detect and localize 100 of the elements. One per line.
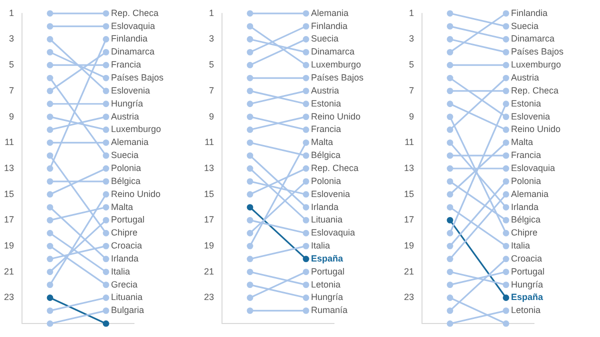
- point: [302, 74, 310, 82]
- series-label: Eslovaquia: [111, 20, 156, 31]
- series-label: Luxemburgo: [511, 60, 562, 70]
- point: [102, 242, 110, 250]
- series-label: Malta: [311, 137, 334, 148]
- point: [502, 114, 510, 120]
- point: [46, 100, 54, 108]
- point: [102, 165, 110, 172]
- series-label: Letonia: [311, 279, 341, 290]
- series-label: Francia: [111, 60, 142, 70]
- point: [446, 100, 454, 108]
- point: [502, 139, 510, 146]
- series-label: Grecia: [111, 279, 138, 290]
- point: [246, 23, 254, 30]
- series-label: Finlandia: [311, 20, 348, 31]
- y-tick-label: 15: [4, 188, 14, 199]
- point: [46, 178, 54, 185]
- point: [46, 242, 54, 250]
- point: [502, 100, 510, 108]
- point: [502, 48, 510, 56]
- y-tick-label: 17: [4, 214, 14, 225]
- point: [446, 152, 454, 159]
- y-tick-label: 17: [404, 214, 414, 225]
- point: [446, 165, 454, 172]
- series-label: Dinamarca: [111, 46, 155, 57]
- point: [502, 152, 510, 159]
- y-tick-label: 11: [4, 137, 14, 148]
- series-label: Eslovenia: [311, 188, 350, 199]
- point: [302, 268, 310, 276]
- point: [446, 282, 454, 288]
- point: [246, 88, 254, 94]
- point: [102, 320, 110, 327]
- point: [302, 114, 310, 120]
- point: [446, 114, 454, 120]
- point: [102, 114, 110, 120]
- series-label: Chipre: [511, 228, 538, 238]
- y-tick-label: 7: [208, 85, 214, 96]
- point: [502, 320, 510, 327]
- point: [446, 178, 454, 185]
- point: [302, 10, 310, 17]
- point: [302, 178, 310, 185]
- y-tick-label: 23: [4, 292, 14, 302]
- point: [102, 100, 110, 108]
- series-label: Austria: [311, 85, 340, 96]
- series-label: Polonia: [311, 176, 342, 186]
- series-label: Polonia: [511, 176, 542, 186]
- point: [46, 282, 54, 288]
- series-label: Portugal: [511, 266, 545, 276]
- series-label: Eslovenia: [511, 111, 550, 122]
- point: [246, 242, 254, 250]
- point: [102, 152, 110, 159]
- point: [446, 217, 454, 224]
- y-tick-label: 11: [404, 137, 414, 148]
- point: [46, 152, 54, 159]
- point: [46, 256, 54, 262]
- point: [502, 204, 510, 210]
- y-tick-label: 21: [404, 266, 414, 276]
- point: [502, 230, 510, 236]
- point: [302, 126, 310, 133]
- series-label: Eslovaquia: [511, 162, 556, 173]
- point: [46, 36, 54, 42]
- series-label: Malta: [511, 137, 534, 148]
- point: [46, 230, 54, 236]
- point: [502, 242, 510, 250]
- point: [246, 152, 254, 159]
- point: [246, 204, 254, 210]
- point: [246, 217, 254, 224]
- y-tick-label: 23: [404, 292, 414, 302]
- y-tick-label: 19: [204, 240, 214, 251]
- point: [446, 307, 454, 314]
- point: [246, 114, 254, 120]
- series-label: Reino Unido: [111, 188, 161, 199]
- point: [302, 191, 310, 198]
- series-label: Austria: [111, 111, 140, 122]
- point: [46, 139, 54, 146]
- point: [246, 100, 254, 108]
- point: [302, 256, 310, 262]
- point: [502, 23, 510, 30]
- point: [502, 36, 510, 42]
- series-label: Suecia: [111, 150, 139, 160]
- series-label: Francia: [511, 150, 542, 160]
- series-label: España: [311, 253, 344, 264]
- point: [102, 88, 110, 94]
- y-tick-label: 7: [408, 85, 414, 96]
- point: [446, 230, 454, 236]
- y-tick-label: 13: [4, 162, 14, 173]
- series-label: Alemania: [311, 8, 349, 18]
- series-label: Malta: [111, 202, 134, 212]
- y-tick-label: 21: [4, 266, 14, 276]
- series-label: Dinamarca: [511, 34, 555, 44]
- series-label: Irlanda: [311, 202, 339, 212]
- y-tick-label: 1: [8, 8, 14, 18]
- point: [302, 100, 310, 108]
- point: [246, 268, 254, 276]
- point: [446, 23, 454, 30]
- point: [246, 165, 254, 172]
- series-label: Eslovenia: [111, 85, 150, 96]
- point: [246, 307, 254, 314]
- point: [246, 48, 254, 56]
- series-label: Países Bajos: [511, 46, 564, 57]
